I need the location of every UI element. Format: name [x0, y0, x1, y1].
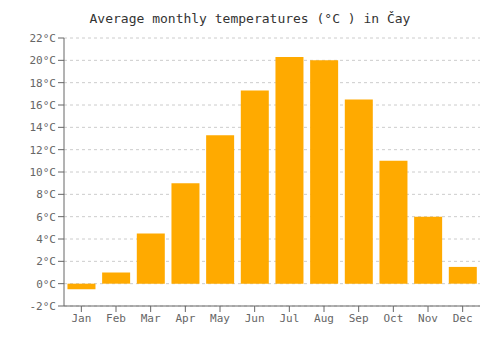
svg-text:16°C: 16°C	[30, 99, 57, 112]
svg-text:18°C: 18°C	[30, 77, 57, 90]
svg-text:2°C: 2°C	[36, 255, 56, 268]
svg-text:22°C: 22°C	[30, 32, 57, 45]
svg-text:20°C: 20°C	[30, 54, 57, 67]
svg-text:4°C: 4°C	[36, 233, 56, 246]
html-text:Average monthly temperatures (: Average monthly temperatures (°C ) in Ča…	[89, 11, 411, 26]
svg-text:Mar: Mar	[141, 312, 161, 325]
svg-text:Jul: Jul	[279, 312, 299, 325]
svg-text:Sep: Sep	[349, 312, 369, 325]
svg-text:-2°C: -2°C	[30, 300, 57, 313]
svg-text:Oct: Oct	[383, 312, 403, 325]
svg-text:10°C: 10°C	[30, 166, 57, 179]
svg-text:May: May	[210, 312, 230, 325]
svg-text:8°C: 8°C	[36, 188, 56, 201]
svg-text:12°C: 12°C	[30, 144, 57, 157]
svg-text:0°C: 0°C	[36, 278, 56, 291]
svg-text:Jun: Jun	[245, 312, 265, 325]
svg-text:14°C: 14°C	[30, 121, 57, 134]
svg-text:Aug: Aug	[314, 312, 334, 325]
svg-text:Jan: Jan	[71, 312, 91, 325]
svg-text:Nov: Nov	[418, 312, 438, 325]
svg-text:Feb: Feb	[106, 312, 126, 325]
svg-text:Dec: Dec	[453, 312, 473, 325]
svg-text:Apr: Apr	[175, 312, 195, 325]
svg-text:6°C: 6°C	[36, 211, 56, 224]
